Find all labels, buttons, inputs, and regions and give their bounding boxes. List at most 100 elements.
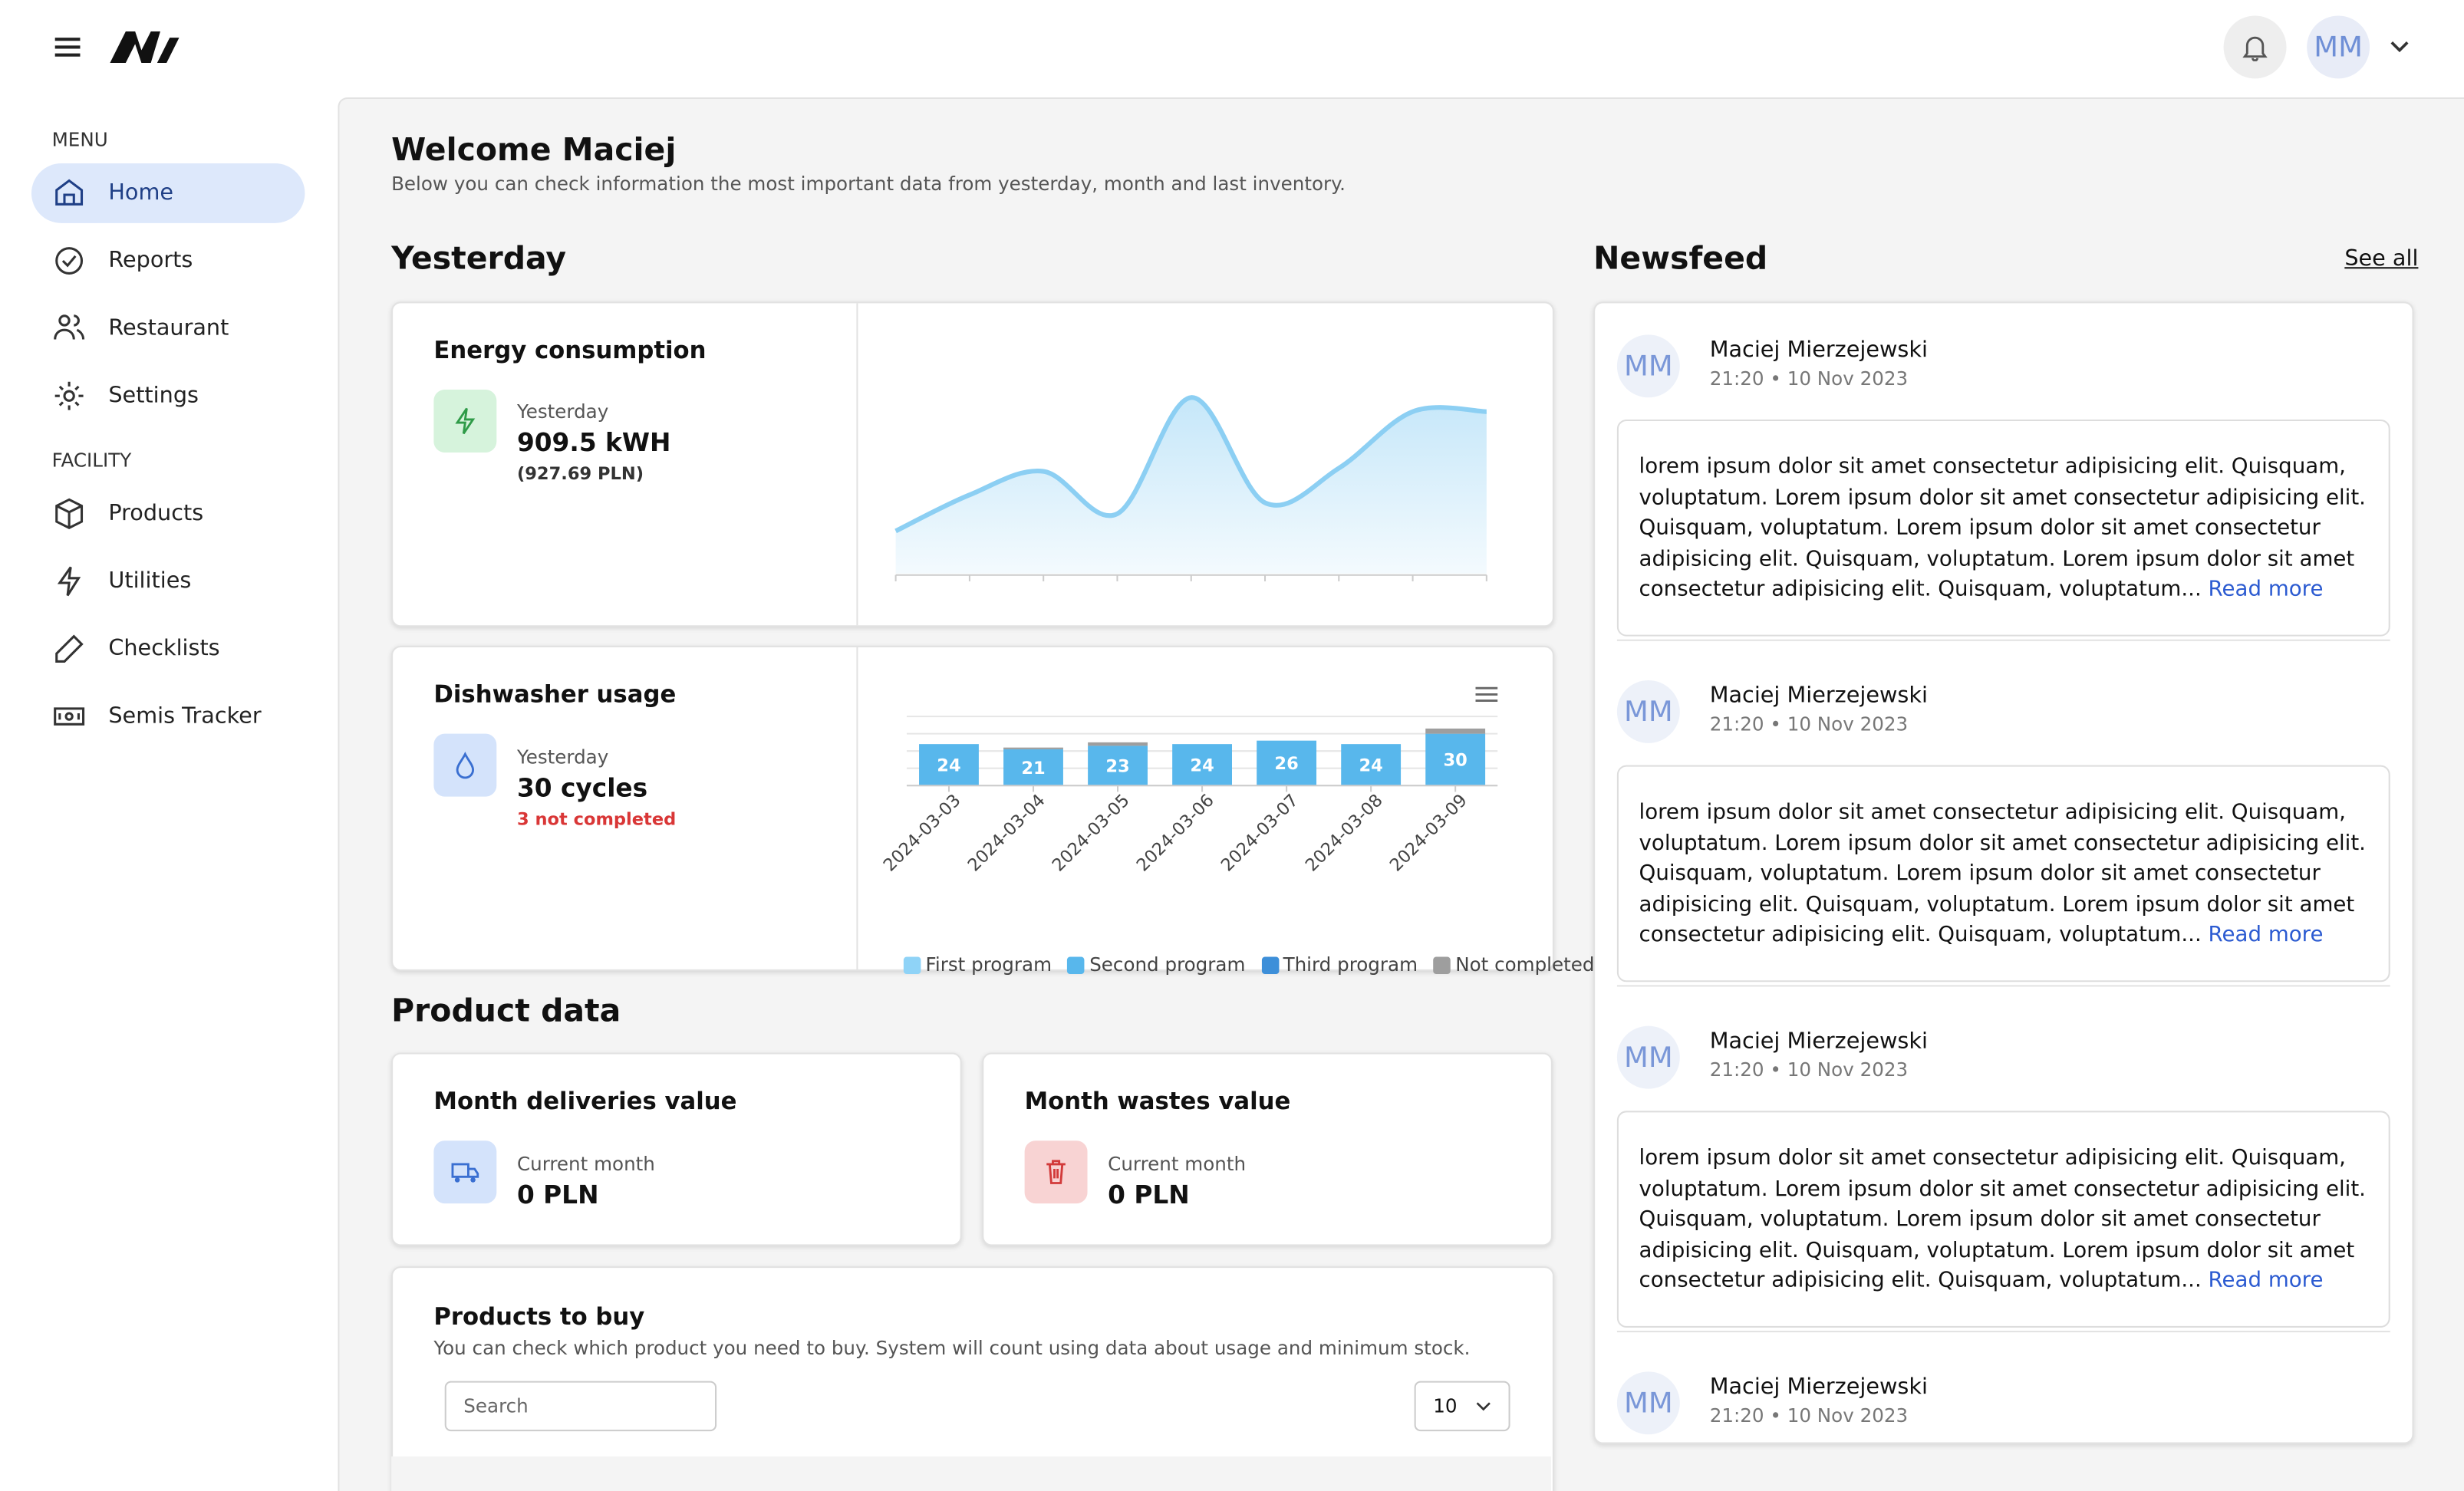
news-avatar: MM (1616, 680, 1680, 743)
truck-icon (433, 1140, 497, 1204)
read-more[interactable]: Read more (2208, 577, 2324, 603)
value: 30 cycles (516, 772, 648, 803)
read-more[interactable]: Read more (2208, 1268, 2324, 1294)
page-size: 10 (1433, 1395, 1458, 1417)
news-body: lorem ipsum dolor sit amet consectetur a… (1616, 1111, 2390, 1328)
menu-item[interactable]: Settings (31, 366, 305, 426)
bar-segment (1172, 744, 1233, 786)
news-body: lorem ipsum dolor sit amet consectetur a… (1616, 765, 2390, 982)
chevron[interactable] (2389, 38, 2411, 57)
hamburger[interactable] (52, 35, 84, 60)
value: 0 PLN (516, 1180, 599, 1210)
menu-item[interactable]: Utilities (31, 551, 305, 611)
divider (1616, 1331, 2390, 1333)
products-to-buy-card (391, 1266, 1554, 1491)
news-author: Maciej Mierzejewski (1709, 337, 1928, 364)
welcome-title: Welcome Maciej (391, 130, 677, 169)
bar-segment (1425, 733, 1486, 786)
legend-swatch (1260, 956, 1279, 974)
data-label: 21 (1021, 759, 1045, 778)
see-all-link[interactable]: See all (2344, 246, 2419, 272)
search-input[interactable]: Search (444, 1381, 717, 1432)
menu-item[interactable]: Restaurant (31, 298, 305, 358)
menu-icon (54, 707, 85, 726)
menu-section-label: FACILITY (51, 449, 132, 472)
value: 909.5 kWH (516, 427, 671, 458)
sub-value: 3 not completed (516, 808, 677, 830)
card-title: Products to buy (433, 1302, 645, 1331)
legend-label: Not completed (1455, 953, 1595, 976)
legend-item: Third program (1260, 953, 1418, 976)
card-subtitle: You can check which product you need to … (433, 1337, 1471, 1359)
card-title: Energy consumption (433, 336, 707, 365)
welcome-subtitle: Below you can check information the most… (391, 173, 1346, 196)
bar-segment (1088, 746, 1148, 786)
energy-icon (433, 390, 497, 453)
menu-section-label: MENU (51, 128, 108, 151)
value: 0 PLN (1108, 1180, 1190, 1210)
menu-icon (57, 566, 81, 597)
menu-item[interactable]: Semis Tracker (31, 686, 305, 746)
menu-icon (55, 247, 84, 275)
news-time: 21:20 • 10 Nov 2023 (1709, 713, 1909, 736)
bar-segment (1257, 740, 1317, 786)
menu-icon (55, 634, 84, 663)
menu-item[interactable]: Home (31, 163, 305, 223)
x-tick-label: 2024-03-05 (1049, 791, 1134, 876)
card-title: Month deliveries value (433, 1087, 737, 1116)
page-size-select[interactable]: 10 (1414, 1381, 1510, 1432)
bar-segment (1003, 747, 1063, 749)
card-title: Dishwasher usage (433, 680, 677, 709)
menu-item[interactable]: Checklists (31, 619, 305, 679)
section-heading: Yesterday (391, 239, 567, 277)
sub-value: (927.69 PLN) (516, 463, 644, 484)
notifications[interactable] (2223, 15, 2287, 79)
menu-icon (54, 381, 84, 410)
label: Current month (516, 1153, 655, 1176)
legend-item: First program (903, 953, 1052, 976)
data-label: 26 (1274, 754, 1298, 774)
menu-item-label: Checklists (108, 636, 220, 662)
section-heading: Product data (391, 991, 621, 1029)
chart-menu[interactable] (1474, 685, 1499, 704)
x-tick-label: 2024-03-09 (1386, 791, 1471, 876)
news-time: 21:20 • 10 Nov 2023 (1709, 1058, 1909, 1081)
logo[interactable] (107, 28, 182, 66)
x-tick-label: 2024-03-06 (1133, 791, 1218, 876)
bar-segment (1003, 749, 1063, 786)
data-label: 24 (1359, 755, 1382, 775)
water-icon (433, 733, 497, 797)
data-label: 23 (1105, 757, 1129, 777)
news-text: lorem ipsum dolor sit amet consectetur a… (1639, 1145, 2367, 1294)
news-author: Maciej Mierzejewski (1709, 683, 1928, 709)
section-heading: Newsfeed (1593, 239, 1768, 277)
news-avatar: MM (1616, 1025, 1680, 1089)
menu-item[interactable]: Reports (31, 231, 305, 291)
label: Yesterday (516, 746, 609, 769)
news-author: Maciej Mierzejewski (1709, 1374, 1928, 1400)
card-title: Month wastes value (1024, 1087, 1291, 1116)
legend-swatch (1067, 956, 1085, 974)
menu-item-label: Semis Tracker (108, 703, 262, 729)
data-label: 24 (937, 755, 960, 775)
line (894, 395, 1487, 534)
menu-icon (55, 498, 84, 530)
data-label: 30 (1444, 751, 1468, 771)
news-avatar: MM (1616, 1371, 1680, 1435)
avatar[interactable]: MM (2307, 15, 2370, 79)
x-tick-label: 2024-03-03 (880, 791, 965, 876)
dishwasher-card (391, 645, 1554, 971)
menu-item-label: Restaurant (108, 315, 229, 341)
dishwasher-chart: 242024-03-03212024-03-04232024-03-052420… (880, 716, 1498, 876)
menu-item-label: Products (108, 501, 204, 527)
news-avatar: MM (1616, 334, 1680, 398)
menu-icon (55, 179, 84, 206)
legend-swatch (903, 956, 921, 974)
menu-item[interactable]: Products (31, 484, 305, 544)
legend-label: First program (925, 953, 1052, 976)
menu-item-label: Utilities (108, 568, 192, 594)
menu-item-label: Home (108, 180, 174, 206)
menu-item-label: Settings (108, 383, 199, 409)
read-more[interactable]: Read more (2208, 923, 2324, 948)
news-text: lorem ipsum dolor sit amet consectetur a… (1639, 799, 2367, 948)
